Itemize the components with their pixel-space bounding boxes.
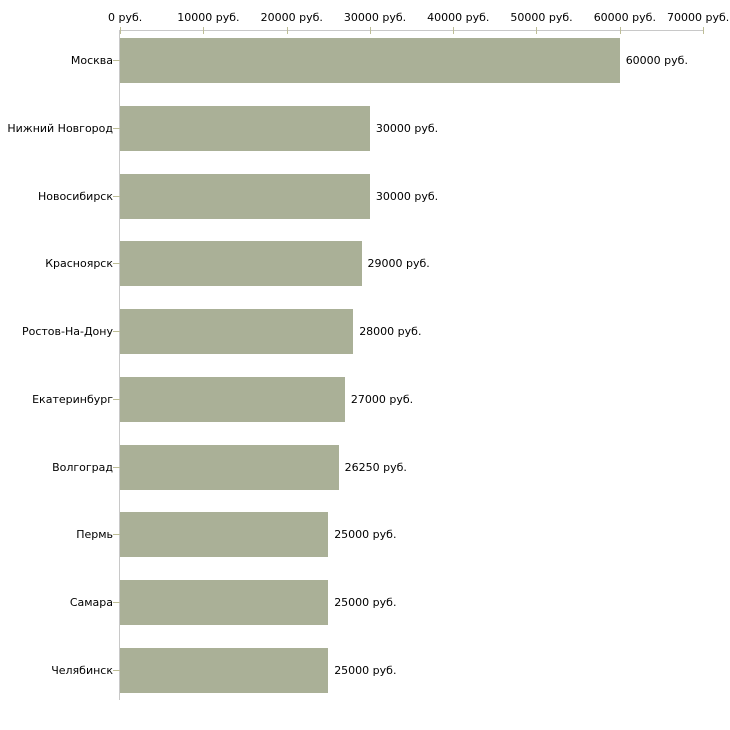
x-axis-tick — [120, 27, 121, 34]
y-axis-tick — [113, 467, 120, 468]
y-axis-tick — [113, 196, 120, 197]
x-axis-tick — [203, 27, 205, 34]
value-label: 30000 руб. — [375, 190, 439, 203]
y-axis-line — [119, 30, 120, 700]
bar-row: Новосибирск 30000 руб. — [0, 174, 730, 219]
x-axis-tick-label: 20000 руб. — [260, 11, 323, 24]
bar — [120, 648, 329, 693]
bar — [120, 106, 370, 151]
category-label: Красноярск — [45, 257, 113, 270]
bar-row: Екатеринбург 27000 руб. — [0, 377, 730, 422]
category-label: Самара — [69, 596, 113, 609]
bar — [120, 241, 362, 286]
bar-row: Ростов-На-Дону 28000 руб. — [0, 309, 730, 354]
x-axis-tick — [453, 27, 455, 34]
value-label: 25000 руб. — [334, 664, 397, 677]
bar-row: Красноярск 29000 руб. — [0, 241, 730, 286]
value-label: 26250 руб. — [344, 461, 407, 474]
bar-row: Самара 25000 руб. — [0, 580, 730, 625]
category-label: Ростов-На-Дону — [21, 325, 113, 338]
bar-row: Нижний Новгород 30000 руб. — [0, 106, 730, 151]
x-axis-tick — [286, 27, 288, 34]
bar-row: Челябинск 25000 руб. — [0, 648, 730, 693]
bar — [120, 512, 329, 557]
x-axis-tick — [703, 27, 704, 34]
category-label: Челябинск — [51, 664, 113, 677]
x-axis-line — [120, 30, 703, 31]
x-axis-tick-label: 70000 руб. — [667, 11, 730, 24]
category-label: Москва — [70, 54, 113, 67]
category-label: Екатеринбург — [32, 393, 113, 406]
y-axis-tick — [113, 128, 120, 129]
x-axis-tick-label: 10000 руб. — [177, 11, 240, 24]
x-axis-tick — [536, 27, 538, 34]
y-axis-tick — [113, 399, 120, 400]
bar — [120, 445, 339, 490]
y-axis-tick — [113, 602, 120, 603]
category-label: Нижний Новгород — [7, 122, 113, 135]
value-label: 27000 руб. — [350, 393, 414, 406]
category-label: Пермь — [76, 528, 113, 541]
bar — [120, 174, 370, 219]
bar — [120, 580, 329, 625]
value-label: 28000 руб. — [359, 325, 422, 338]
x-axis-tick — [369, 27, 371, 34]
y-axis-tick — [113, 331, 120, 332]
y-axis-tick — [113, 670, 120, 671]
bar-row: Волгоград 26250 руб. — [0, 445, 730, 490]
value-label: 30000 руб. — [375, 122, 439, 135]
value-label: 25000 руб. — [334, 596, 397, 609]
x-axis-tick-label: 60000 руб. — [593, 11, 656, 24]
bar-row: Москва 60000 руб. — [0, 38, 730, 83]
x-axis-tick-label: 0 руб. — [108, 11, 143, 24]
category-label: Волгоград — [52, 461, 113, 474]
y-axis-tick — [113, 534, 120, 535]
bar — [120, 309, 354, 354]
x-axis-tick — [619, 27, 621, 34]
x-axis-tick-label: 40000 руб. — [427, 11, 490, 24]
bar-row: Пермь 25000 руб. — [0, 512, 730, 557]
value-label: 25000 руб. — [334, 528, 397, 541]
bar — [120, 377, 345, 422]
value-label: 60000 руб. — [625, 54, 688, 67]
bar — [120, 38, 620, 83]
x-axis-tick-label: 30000 руб. — [343, 11, 407, 24]
y-axis-tick — [113, 263, 120, 264]
y-axis-tick — [113, 60, 120, 61]
value-label: 29000 руб. — [367, 257, 430, 270]
x-axis-tick-label: 50000 руб. — [510, 11, 573, 24]
category-label: Новосибирск — [37, 190, 113, 203]
